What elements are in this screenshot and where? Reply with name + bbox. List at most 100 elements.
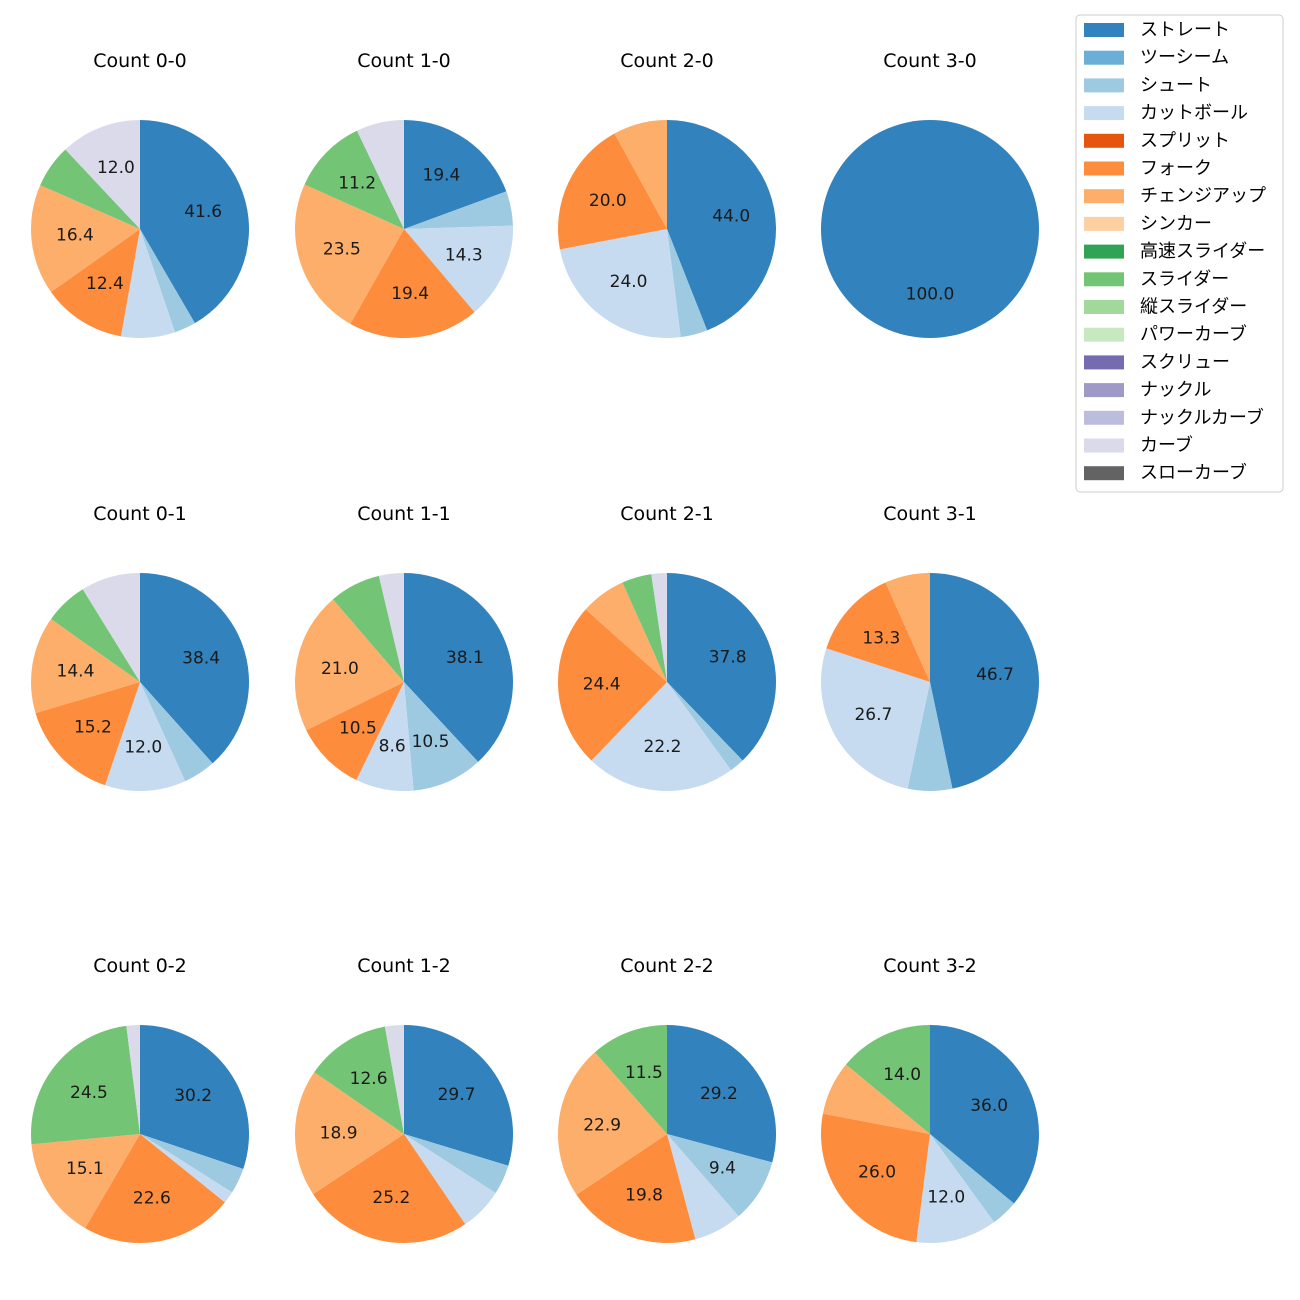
pie-slice: [667, 1025, 776, 1163]
pie-count-0-2: Count 0-2 30.2 22.6 15.1 24.5: [30, 955, 249, 1243]
pie-slice: [120, 229, 175, 338]
pie-slice: [304, 130, 404, 229]
slice-label: 19.8: [625, 1185, 663, 1205]
legend-label: 縦スライダー: [1140, 297, 1247, 318]
slice-label: 20.0: [589, 191, 627, 211]
legend-label: パワーカーブ: [1140, 323, 1247, 345]
slice-label: 14.3: [445, 246, 483, 266]
pie-slice: [576, 1134, 696, 1243]
pie-slice: [822, 1064, 930, 1134]
pie-slice: [404, 225, 513, 313]
legend-swatch: [1084, 327, 1124, 342]
slice-label: 38.1: [446, 648, 484, 668]
pie-count-3-0: Count 3-0 100.0: [821, 50, 1039, 338]
legend-entry: スクリュー: [1084, 352, 1230, 373]
pie-slice: [356, 682, 414, 791]
legend-swatch: [1084, 466, 1124, 481]
legend-label: ツーシーム: [1140, 47, 1229, 68]
pie-title: Count 2-2: [620, 955, 714, 977]
pie-slice: [332, 575, 404, 682]
pie-count-0-1: Count 0-1 38.4 12.0 15.2 14.4: [30, 503, 249, 791]
slice-label: 24.5: [70, 1083, 108, 1103]
pie-slice: [558, 1052, 667, 1195]
legend-entry: パワーカーブ: [1084, 323, 1247, 345]
legend-entry: ナックル: [1084, 380, 1211, 401]
legend: ストレートツーシームシュートカットボールスプリットフォークチェンジアップシンカー…: [1075, 14, 1284, 493]
slice-label: 11.5: [625, 1063, 663, 1083]
pie-slice: [30, 619, 140, 714]
legend-label: ナックルカーブ: [1140, 406, 1264, 428]
pie-count-3-1: Count 3-1 46.7 26.7 13.3: [821, 503, 1040, 791]
pie-title: Count 3-2: [883, 955, 977, 977]
slice-label: 12.0: [124, 737, 162, 757]
slice-label: 12.0: [927, 1187, 965, 1207]
pie-slice: [651, 573, 667, 682]
legend-entry: スライダー: [1084, 269, 1229, 290]
legend-swatch: [1084, 133, 1124, 148]
pie-slice: [40, 149, 141, 229]
pie-slice: [622, 574, 667, 682]
legend-label: スプリット: [1140, 130, 1230, 151]
pie-count-2-0: Count 2-0 44.0 24.0 20.0: [558, 50, 776, 338]
slice-label: 41.6: [184, 202, 222, 222]
slice-label: 26.0: [858, 1162, 896, 1182]
legend-entry: チェンジアップ: [1084, 186, 1266, 207]
pie-slice: [667, 682, 743, 771]
slice-label: 38.4: [182, 649, 220, 669]
legend-entry: 高速スライダー: [1084, 241, 1265, 262]
pie-slice: [404, 1134, 496, 1225]
pie-slice: [51, 229, 140, 337]
pie-slice: [404, 191, 513, 229]
pie-slice: [65, 120, 140, 229]
slice-label: 26.7: [854, 705, 892, 725]
pie-slice: [591, 682, 732, 791]
pie-slice: [821, 648, 930, 789]
pie-slice: [384, 1025, 404, 1134]
legend-entry: フォーク: [1084, 158, 1212, 179]
legend-swatch: [1084, 216, 1124, 231]
pie-title: Count 0-2: [93, 955, 187, 977]
slice-label: 11.2: [338, 173, 376, 193]
pie-slice: [558, 609, 667, 761]
pie-slice: [559, 229, 681, 338]
slice-label: 100.0: [906, 284, 955, 304]
slice-label: 12.4: [86, 274, 124, 294]
pie-slice: [295, 184, 404, 324]
pie-slice: [313, 1134, 466, 1243]
pie-slice: [295, 1072, 404, 1195]
pie-count-2-1: Count 2-1 37.8 22.2 24.4: [558, 503, 776, 791]
pie-count-1-0: Count 1-0 19.4 14.3 19.4 23.5 11.2: [295, 50, 513, 338]
pie-slice: [916, 1134, 995, 1243]
pie-slice: [31, 1134, 140, 1229]
pie-slice: [356, 120, 404, 229]
slice-label: 44.0: [712, 207, 750, 227]
pie-slice: [404, 573, 513, 762]
legend-label: 高速スライダー: [1140, 241, 1265, 262]
pie-slice: [930, 573, 1040, 789]
pie-slice: [378, 573, 404, 682]
slice-label: 24.4: [583, 674, 621, 694]
slice-label: 21.0: [321, 659, 359, 679]
pie-slice: [30, 1025, 140, 1145]
legend-label: ナックル: [1140, 380, 1211, 401]
pie-slice: [140, 120, 250, 324]
legend-swatch: [1084, 438, 1124, 453]
pie-slice: [85, 1134, 225, 1243]
legend-label: スローカーブ: [1140, 462, 1247, 484]
pie-slice: [350, 229, 475, 338]
slice-label: 14.4: [57, 661, 95, 681]
slice-label: 37.8: [709, 648, 747, 668]
pie-slice: [667, 1134, 739, 1240]
slice-label: 12.6: [350, 1069, 388, 1089]
legend-label: ストレート: [1140, 20, 1230, 41]
pie-slice: [140, 573, 249, 764]
slice-label: 19.4: [391, 284, 429, 304]
pie-slice: [846, 1025, 930, 1134]
legend-swatch: [1084, 23, 1124, 37]
slice-label: 22.6: [133, 1188, 171, 1208]
slice-label: 8.6: [379, 736, 406, 756]
slice-label: 14.0: [883, 1065, 921, 1085]
pie-count-1-2: Count 1-2 29.7 25.2 18.9 12.6: [295, 955, 513, 1243]
pie-slice: [140, 1134, 233, 1203]
